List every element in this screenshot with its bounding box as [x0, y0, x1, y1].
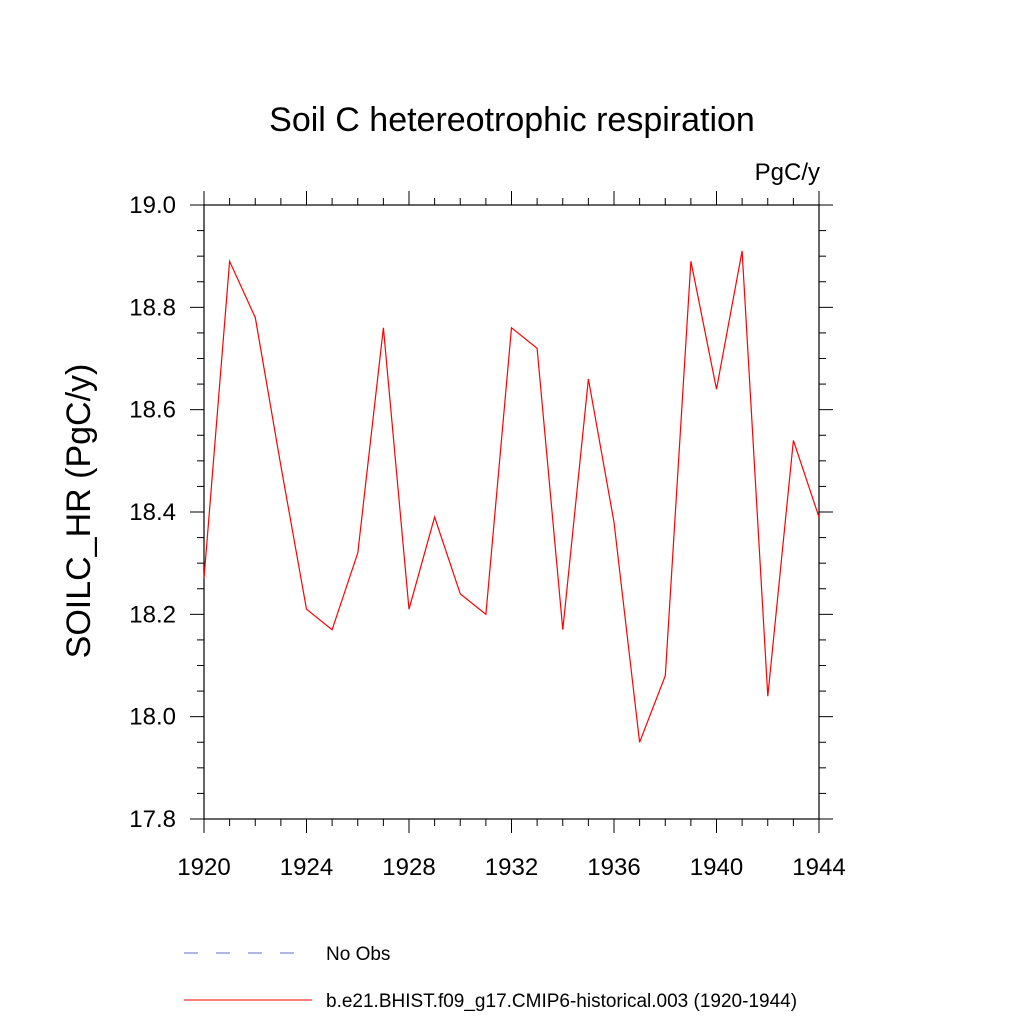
y-tick-label: 19.0	[129, 192, 176, 219]
legend: No Obs b.e21.BHIST.f09_g17.CMIP6-historic…	[184, 944, 797, 1012]
y-tick-label: 18.8	[129, 294, 176, 321]
x-tick-label: 1944	[792, 854, 845, 881]
x-tick-label: 1940	[690, 854, 743, 881]
x-tick-label: 1932	[485, 854, 538, 881]
y-tick-label: 18.4	[129, 499, 176, 526]
axis-tick-labels: 1920 1924 1928 1932 1936 1940 1944 17.8 18.0 18.2…	[129, 192, 845, 881]
axis-ticks	[190, 191, 833, 833]
legend-label: No Obs	[326, 944, 390, 965]
chart-title: Soil C hetereotrophic respiration	[269, 101, 755, 139]
y-axis-label: SOILC_HR (PgC/y)	[60, 364, 98, 659]
legend-label: b.e21.BHIST.f09_g17.CMIP6-historical.003…	[326, 991, 797, 1012]
y-tick-label: 18.2	[129, 601, 176, 628]
x-tick-label: 1936	[587, 854, 640, 881]
x-tick-label: 1924	[280, 854, 333, 881]
y-tick-label: 18.0	[129, 704, 176, 731]
y-tick-label: 17.8	[129, 806, 176, 833]
x-tick-label: 1920	[177, 854, 230, 881]
y-tick-label: 18.6	[129, 397, 176, 424]
plot-frame	[203, 204, 820, 820]
series-group	[203, 250, 820, 743]
x-tick-label: 1928	[382, 854, 435, 881]
series-line	[203, 250, 820, 743]
units-label: PgC/y	[755, 159, 820, 186]
